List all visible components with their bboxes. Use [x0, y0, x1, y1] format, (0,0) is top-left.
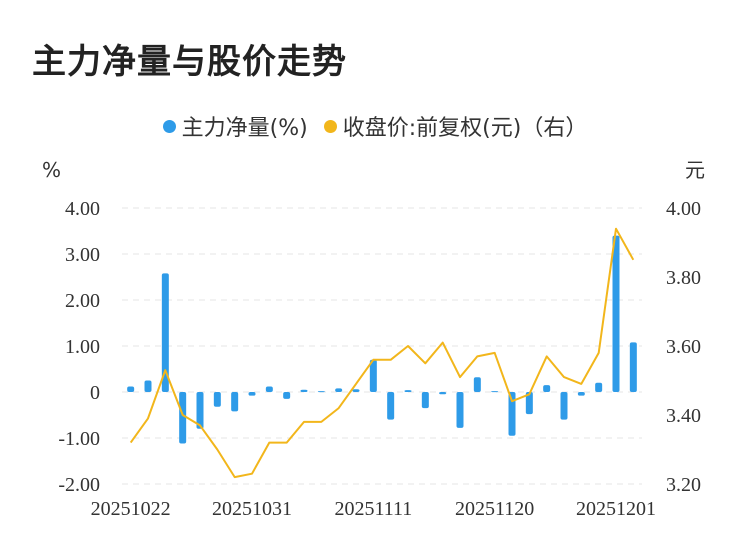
right-axis-unit: 元 [685, 158, 705, 182]
legend-label-net-volume: 主力净量(%) [181, 116, 308, 141]
right-tick-label: 3.20 [666, 474, 701, 496]
bar[interactable] [612, 235, 620, 392]
bar[interactable] [421, 392, 429, 409]
price-line[interactable] [129, 227, 635, 479]
left-tick-label: -2.00 [58, 474, 100, 496]
bar[interactable] [248, 392, 256, 396]
x-tick-label: 20251022 [91, 498, 171, 520]
line-series [129, 227, 635, 479]
bar[interactable] [127, 386, 135, 392]
right-tick-label: 3.60 [666, 336, 701, 358]
bar[interactable] [335, 388, 343, 392]
grid-layer [122, 207, 642, 485]
right-tick-label: 4.00 [666, 198, 701, 220]
legend-label-close-price: 收盘价:前复权(元)（右） [342, 116, 588, 141]
bar-series [127, 235, 637, 444]
bar[interactable] [213, 392, 221, 407]
left-tick-label: -1.00 [58, 428, 100, 450]
legend-marker-line [323, 119, 337, 133]
bar[interactable] [265, 386, 273, 392]
bar[interactable] [352, 389, 360, 392]
legend-marker-bar [162, 119, 176, 133]
left-tick-label: 3.00 [65, 244, 100, 266]
page-title: 主力净量与股价走势 [32, 42, 347, 82]
bar[interactable] [473, 377, 481, 392]
axis-labels: 4.00 3.00 2.00 1.00 0 -1.00 -2.00 4.00 3.80 3.60 3… [58, 198, 701, 520]
bar[interactable] [525, 392, 533, 415]
bar[interactable] [179, 392, 187, 444]
bar[interactable] [560, 392, 568, 420]
bar[interactable] [456, 392, 464, 428]
bar[interactable] [387, 392, 395, 420]
x-tick-label: 20251111 [334, 498, 412, 520]
bar[interactable] [491, 391, 499, 393]
chart-legend: 主力净量(%) 收盘价:前复权(元)（右） [0, 110, 750, 142]
bar[interactable] [283, 392, 291, 399]
bar[interactable] [231, 392, 239, 412]
left-tick-label: 2.00 [65, 290, 100, 312]
x-tick-label: 20251201 [576, 498, 656, 520]
bar[interactable] [577, 392, 585, 396]
right-tick-label: 3.80 [666, 267, 701, 289]
left-axis-unit: % [42, 158, 61, 182]
legend-item-net-volume[interactable]: 主力净量(%) [162, 110, 308, 142]
bar[interactable] [196, 392, 204, 429]
bar[interactable] [161, 273, 169, 392]
bar[interactable] [439, 392, 447, 395]
left-tick-label: 0 [90, 382, 100, 404]
x-tick-label: 20251031 [212, 498, 292, 520]
bar[interactable] [300, 389, 308, 392]
bar[interactable] [317, 391, 325, 393]
bar[interactable] [595, 382, 603, 392]
legend-item-close-price[interactable]: 收盘价:前复权(元)（右） [323, 110, 588, 142]
bar[interactable] [508, 392, 516, 436]
left-tick-label: 1.00 [65, 336, 100, 358]
left-tick-label: 4.00 [65, 198, 100, 220]
bar[interactable] [144, 380, 152, 393]
bar[interactable] [629, 342, 637, 392]
bar[interactable] [369, 359, 377, 392]
bar[interactable] [404, 390, 412, 392]
x-tick-label: 20251120 [455, 498, 534, 520]
bar[interactable] [543, 385, 551, 392]
right-tick-label: 3.40 [666, 405, 701, 427]
